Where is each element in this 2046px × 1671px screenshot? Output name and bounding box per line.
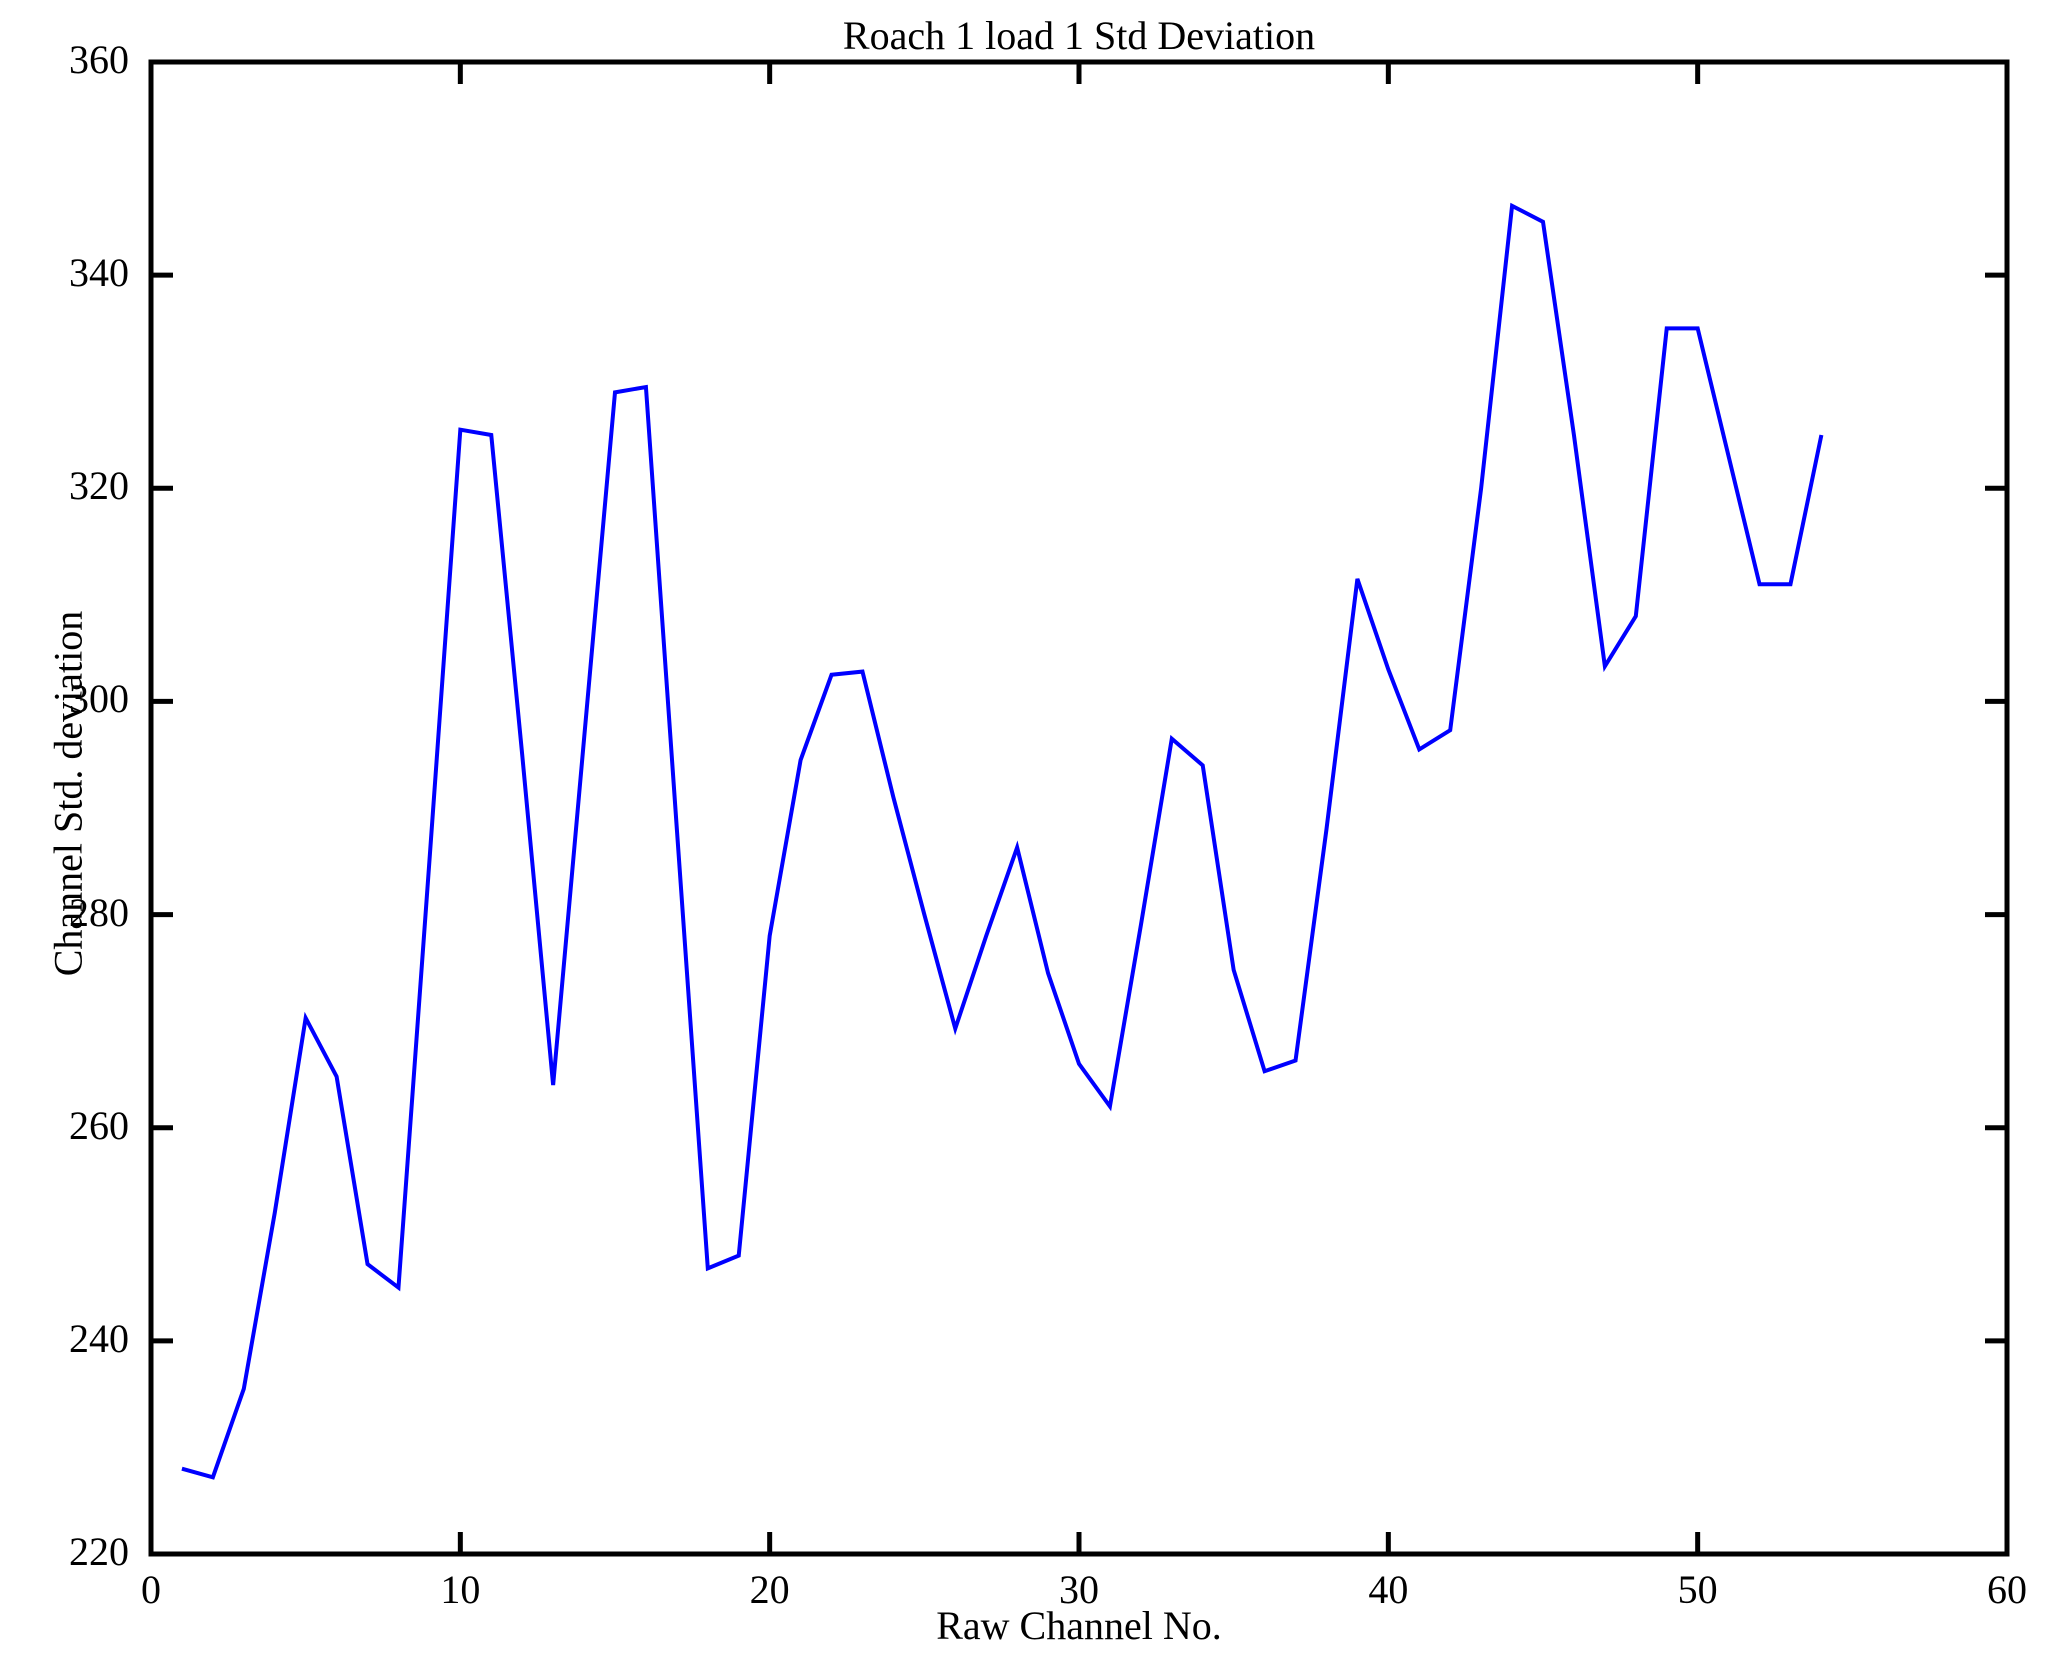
x-axis-ticks [457, 62, 1701, 1554]
x-tick-label: 30 [1059, 1567, 1099, 1612]
y-tick-label: 300 [69, 676, 129, 722]
x-axis-label: Raw Channel No. [936, 1603, 1222, 1648]
y-tick-label: 220 [69, 1529, 129, 1574]
x-tick-label: 0 [141, 1567, 161, 1612]
y-tick-label: 240 [69, 1315, 129, 1361]
y-tick-label: 340 [69, 250, 129, 296]
y-tick-label: 260 [69, 1102, 129, 1148]
data-series-line [181, 202, 1824, 1480]
y-tick-label: 360 [69, 37, 129, 82]
axes-frame [148, 59, 2010, 1557]
x-tick-label: 60 [1987, 1567, 2027, 1612]
y-tick-label: 280 [69, 889, 129, 935]
chart-title: Roach 1 load 1 Std Deviation [842, 13, 1316, 58]
y-axis-label: Channel Std. deviation [45, 610, 91, 977]
x-tick-label: 40 [1368, 1567, 1409, 1612]
y-axis-ticks [151, 272, 2007, 1344]
x-tick-label: 20 [749, 1567, 790, 1612]
y-tick-label: 320 [69, 463, 129, 509]
x-tick-label: 50 [1677, 1567, 1718, 1612]
x-tick-label: 10 [440, 1567, 481, 1612]
